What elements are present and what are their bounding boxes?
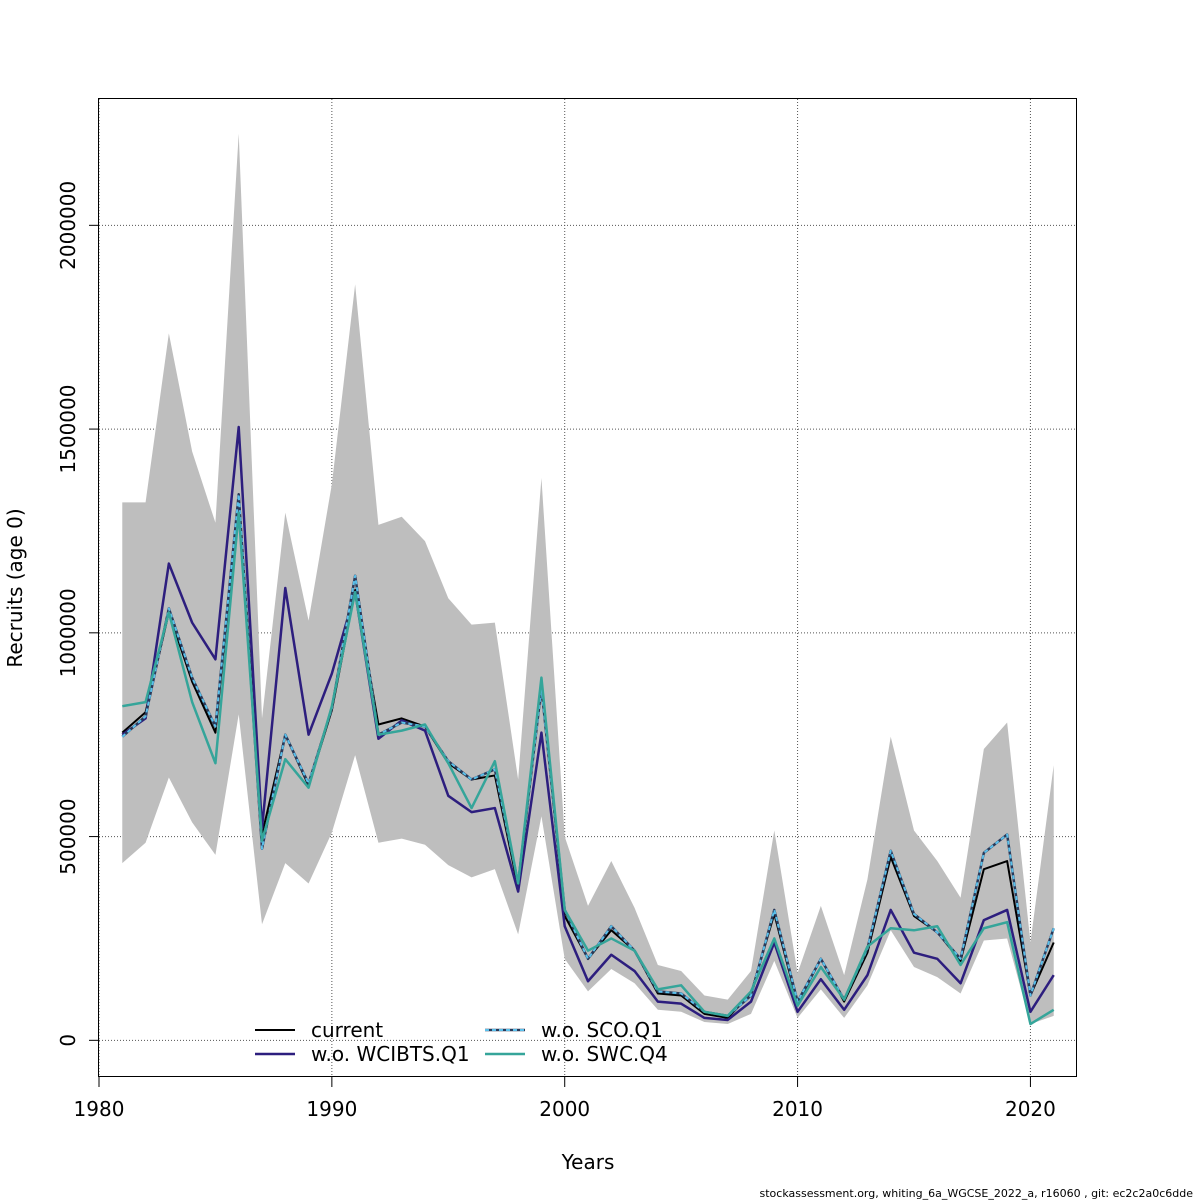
plot-frame (98, 98, 1077, 1077)
series-line-shadow (121, 493, 1055, 1018)
y-tick-label: 500000 (56, 798, 80, 874)
series-lines (121, 425, 1055, 1026)
y-tick-label: 1000000 (56, 588, 80, 677)
y-axis: 0 500000 1000000 1500000 2000000 (56, 181, 99, 1047)
legend-label: w.o. SCO.Q1 (541, 1018, 663, 1042)
confidence-band (122, 133, 1054, 1025)
x-tick-label: 1990 (306, 1097, 357, 1121)
confidence-band-group (122, 133, 1054, 1025)
y-tick-label: 0 (56, 1034, 80, 1047)
series-line-2 (121, 425, 1055, 1022)
x-tick-label: 2010 (772, 1097, 823, 1121)
x-tick-label: 2000 (539, 1097, 590, 1121)
series-line-4 (122, 511, 1055, 1026)
legend-label: w.o. WCIBTS.Q1 (311, 1042, 470, 1066)
y-tick-label: 1500000 (56, 385, 80, 474)
legend-label: w.o. SWC.Q4 (541, 1042, 668, 1066)
x-axis-title: Years (561, 1150, 615, 1174)
y-axis-title: Recruits (age 0) (3, 508, 27, 667)
y-tick-label: 2000000 (56, 181, 80, 270)
legend-label: current (311, 1018, 383, 1042)
footer-note: stockassessment.org, whiting_6a_WGCSE_20… (760, 1187, 1194, 1200)
x-tick-label: 2020 (1005, 1097, 1056, 1121)
x-tick-label: 1980 (74, 1097, 125, 1121)
x-axis: 1980 1990 2000 2010 2020 (74, 1077, 1056, 1121)
